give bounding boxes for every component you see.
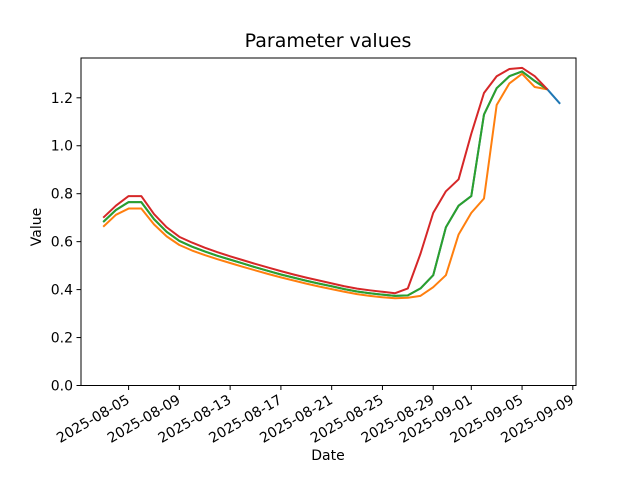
chart-title: Parameter values (245, 30, 412, 52)
series-line-orange (102, 72, 548, 300)
y-tick-label: 0.0 (51, 379, 73, 395)
series-line-red (102, 66, 549, 295)
y-tick-label: 0.2 (51, 331, 73, 347)
series-layer (102, 66, 561, 300)
y-axis-label: Value (29, 208, 45, 246)
x-axis-label: Date (311, 448, 344, 464)
axes-spines (80, 57, 577, 386)
y-tick-label: 0.8 (51, 187, 73, 203)
series-line-blue (102, 70, 561, 297)
y-tick-label: 1.0 (51, 139, 73, 155)
axes-layer: 0.00.20.40.60.81.01.22025-08-052025-08-0… (51, 57, 577, 447)
y-tick-label: 0.4 (51, 283, 73, 299)
series-line-green (102, 70, 548, 297)
y-tick-label: 1.2 (51, 91, 73, 107)
y-tick-label: 0.6 (51, 235, 73, 251)
